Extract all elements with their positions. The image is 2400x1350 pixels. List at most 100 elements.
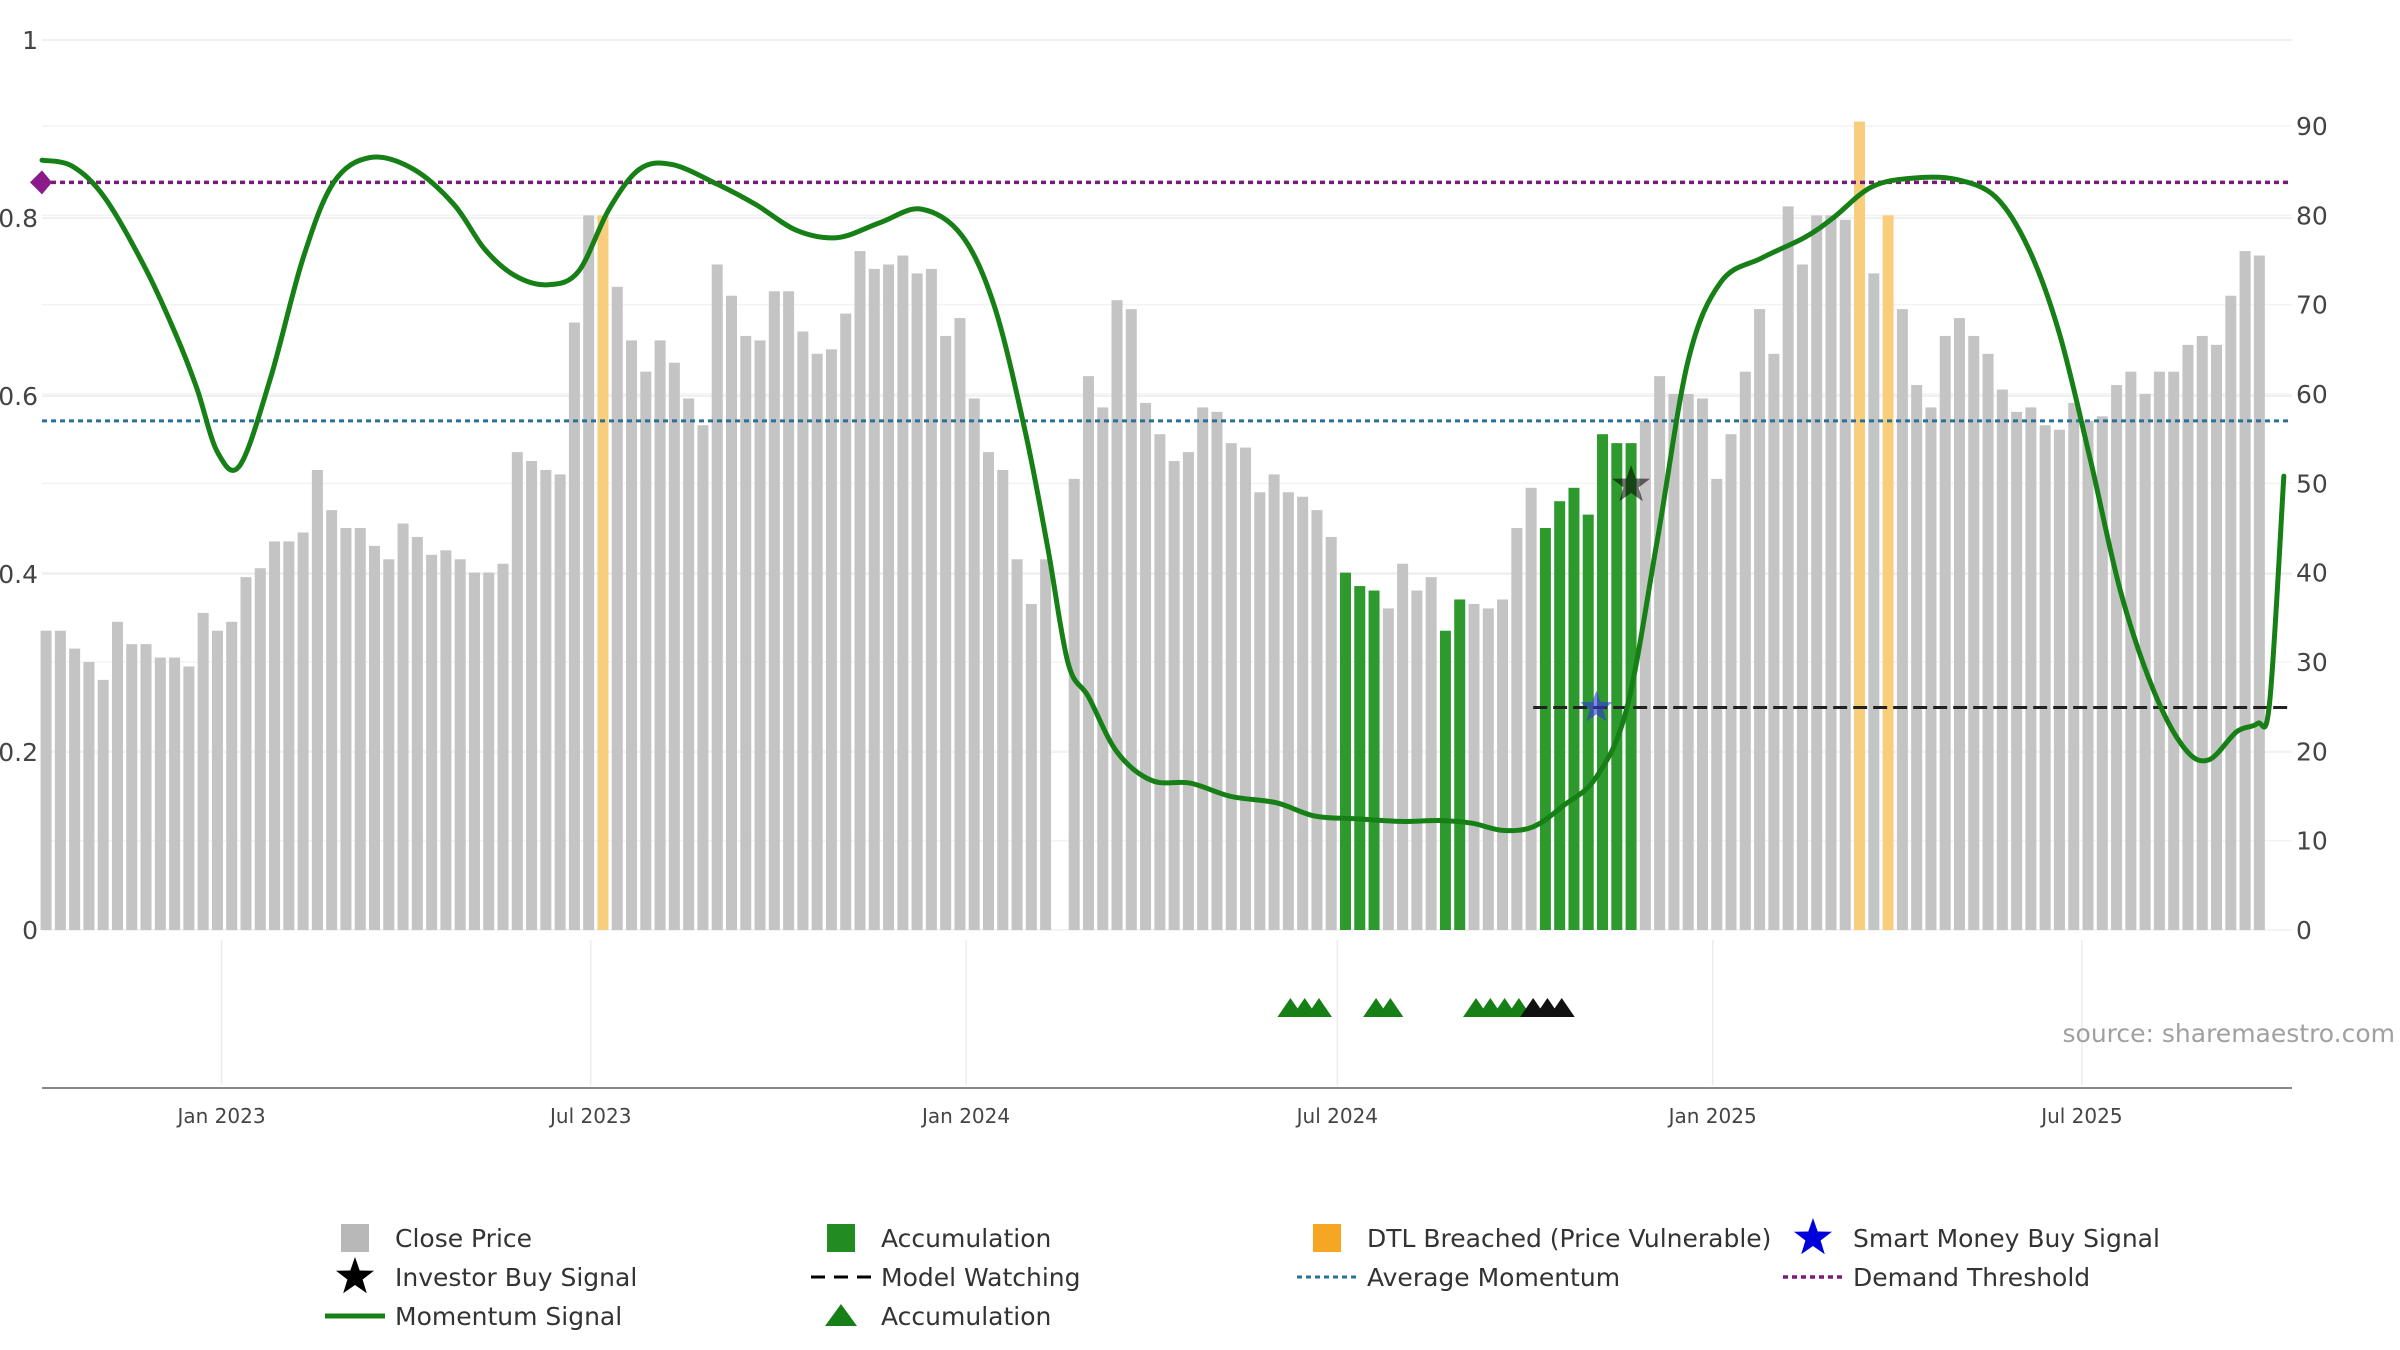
price-bar: [1968, 335, 1980, 930]
price-bar: [40, 630, 52, 930]
accumulation-bar: [1597, 434, 1609, 930]
price-bar: [1182, 452, 1194, 930]
price-bar: [1868, 273, 1880, 930]
price-bar: [1682, 394, 1694, 930]
price-bar: [511, 452, 523, 930]
legend-label: Investor Buy Signal: [395, 1263, 637, 1292]
price-bar: [226, 621, 238, 930]
dtl-breached-bar: [1854, 121, 1866, 931]
legend-label: Model Watching: [881, 1263, 1081, 1292]
price-bar: [940, 335, 952, 930]
price-bar: [169, 657, 181, 930]
price-bar: [2111, 385, 2123, 931]
price-bar: [1468, 603, 1480, 930]
price-bar: [540, 469, 552, 930]
price-bar: [1397, 563, 1409, 930]
price-bar: [1425, 577, 1437, 930]
legend-item-investor-buy: Investor Buy Signal: [336, 1257, 637, 1294]
x-tick-label: Jul 2024: [1295, 1104, 1378, 1128]
legend-item-accumulation-bar: Accumulation: [827, 1224, 1051, 1253]
price-bar: [369, 545, 381, 930]
price-bar: [1111, 300, 1123, 930]
price-bar: [2011, 411, 2023, 930]
price-bar: [968, 398, 980, 930]
price-bar: [883, 264, 895, 930]
price-bar: [1725, 434, 1737, 930]
accumulation-bar: [1582, 514, 1594, 930]
price-bar: [2253, 255, 2265, 931]
price-bar: [97, 679, 109, 930]
price-bar: [683, 398, 695, 930]
legend-item-close-price: Close Price: [341, 1224, 532, 1253]
right-y-tick-label: 90: [2296, 112, 2328, 141]
price-bar: [1082, 376, 1094, 931]
right-y-tick-label: 60: [2296, 380, 2328, 409]
price-bar: [69, 648, 81, 930]
investor-accumulation-triangle: [1548, 998, 1575, 1017]
price-bar: [154, 657, 166, 930]
price-bar: [1825, 215, 1837, 931]
price-bar: [1668, 394, 1680, 930]
signal-markers: [30, 170, 1651, 1017]
price-bar: [740, 335, 752, 930]
price-bar: [1482, 608, 1494, 930]
price-bar: [283, 541, 295, 930]
price-bar: [411, 536, 423, 930]
price-bar: [1839, 219, 1851, 931]
accumulation-bar: [1354, 586, 1366, 930]
price-bar: [983, 452, 995, 930]
price-bar: [1925, 407, 1937, 930]
accumulation-bar: [1339, 572, 1351, 930]
price-bar: [240, 577, 252, 930]
price-bar: [254, 568, 266, 930]
price-bar: [1654, 376, 1666, 931]
price-bar: [640, 371, 652, 931]
price-bar: [868, 268, 880, 930]
price-bar: [1011, 559, 1023, 930]
investor-buy-signal-star: [1612, 465, 1651, 502]
price-bar: [1297, 496, 1309, 930]
price-bar: [1982, 353, 1994, 930]
start-diamond-marker: [30, 170, 52, 195]
price-bar: [397, 523, 409, 930]
price-bar: [2125, 371, 2137, 931]
right-y-tick-label: 40: [2296, 559, 2328, 588]
legend-label: Average Momentum: [1367, 1263, 1620, 1292]
legend: Close Price Accumulation DTL Breached (Pri…: [325, 1218, 2160, 1331]
accumulation-triangle: [1305, 998, 1332, 1017]
price-bar: [2153, 371, 2165, 931]
smart-money-buy-signal-star: [1580, 690, 1613, 722]
legend-label: Momentum Signal: [395, 1302, 622, 1331]
price-bar: [825, 349, 837, 930]
right-y-tick-label: 50: [2296, 469, 2328, 498]
left-y-tick-label: 0.6: [0, 382, 38, 411]
price-bar: [340, 528, 352, 930]
price-bar: [1211, 411, 1223, 930]
price-bar: [711, 264, 723, 930]
price-bar: [1768, 353, 1780, 930]
legend-swatch-accumulation: [827, 1224, 855, 1252]
price-bar: [1125, 309, 1137, 931]
left-y-tick-label: 1: [22, 26, 38, 55]
price-bar: [54, 630, 66, 930]
right-y-tick-label: 0: [2296, 916, 2312, 945]
price-bar: [211, 630, 223, 930]
price-bar: [568, 322, 580, 930]
right-y-tick-label: 10: [2296, 827, 2328, 856]
x-tick-label: Jul 2023: [548, 1104, 631, 1128]
price-bar: [1140, 402, 1152, 930]
source-label: source: sharemaestro.com: [2063, 1019, 2396, 1048]
price-bar: [2196, 335, 2208, 930]
price-bar: [311, 469, 323, 930]
price-bar: [583, 215, 595, 931]
momentum-signal-line: [39, 154, 2287, 834]
price-bar: [725, 295, 737, 930]
price-bar: [768, 291, 780, 930]
left-y-tick-label: 0.4: [0, 560, 38, 589]
price-bar: [1411, 590, 1423, 930]
legend-label: DTL Breached (Price Vulnerable): [1367, 1224, 1771, 1253]
price-bar: [1282, 492, 1294, 930]
price-bar: [1525, 487, 1537, 930]
price-bar: [2168, 371, 2180, 931]
price-bar: [1025, 603, 1037, 930]
